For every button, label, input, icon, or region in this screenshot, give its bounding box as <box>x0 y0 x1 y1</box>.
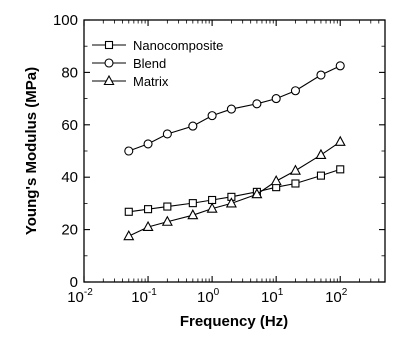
legend: Nanocomposite Blend Matrix <box>92 38 223 89</box>
legend-marker-nanocomposite <box>104 40 114 50</box>
data-point-matrix <box>187 209 199 220</box>
x-tick-label: 100 <box>197 287 220 306</box>
legend-label-matrix: Matrix <box>133 74 169 89</box>
data-point-matrix <box>161 215 173 226</box>
x-tick-exponent: 2 <box>342 287 348 298</box>
y-tick-label: 40 <box>61 169 78 186</box>
x-tick-base: 10 <box>67 289 84 306</box>
data-point-matrix <box>142 220 154 232</box>
y-tick-label: 60 <box>61 117 78 134</box>
series-layer <box>123 61 346 241</box>
x-tick-base: 10 <box>197 289 214 306</box>
y-tick-label: 0 <box>70 274 78 291</box>
data-point-matrix <box>334 135 346 146</box>
data-point-blend <box>162 129 172 139</box>
data-point-blend <box>207 111 217 121</box>
y-tick-label: 80 <box>61 64 78 81</box>
data-point-nanocomposite <box>316 171 325 180</box>
x-tick-exponent: 0 <box>214 287 220 298</box>
y-tick-label: 20 <box>61 222 78 239</box>
x-tick-exponent: 1 <box>278 287 284 298</box>
data-point-blend <box>188 121 198 131</box>
legend-marker-matrix <box>103 74 115 86</box>
data-point-matrix <box>270 174 282 186</box>
x-tick-exponent: -1 <box>148 287 157 298</box>
data-point-blend <box>335 61 345 71</box>
data-point-matrix <box>225 197 237 208</box>
data-point-blend <box>143 139 153 149</box>
data-point-nanocomposite <box>144 205 153 214</box>
data-point-matrix <box>315 148 327 159</box>
data-point-matrix <box>123 229 135 241</box>
data-point-nanocomposite <box>188 199 197 208</box>
x-tick-label: 10-2 <box>67 287 93 306</box>
data-point-nanocomposite <box>336 165 345 174</box>
x-tick-base: 10 <box>261 289 278 306</box>
data-point-blend <box>316 70 326 80</box>
series-line-matrix <box>128 141 341 237</box>
x-tick-label: 10-1 <box>131 287 157 306</box>
data-point-matrix <box>251 188 263 199</box>
x-axis-title: Frequency (Hz) <box>180 313 288 330</box>
data-point-nanocomposite <box>124 207 133 216</box>
data-point-nanocomposite <box>291 179 300 188</box>
x-tick-base: 10 <box>325 289 342 306</box>
y-tick-label: 100 <box>53 12 78 29</box>
legend-label-blend: Blend <box>133 56 166 71</box>
x-tick-exponent: -2 <box>84 287 93 298</box>
x-tick-label: 101 <box>261 287 284 306</box>
data-point-blend <box>226 104 236 114</box>
data-point-blend <box>271 94 281 104</box>
legend-label-nanocomposite: Nanocomposite <box>133 38 223 53</box>
legend-marker-blend <box>104 58 114 68</box>
data-point-nanocomposite <box>163 202 172 211</box>
data-point-matrix <box>289 164 301 175</box>
data-point-blend <box>290 86 301 96</box>
data-point-blend <box>124 146 134 156</box>
y-axis-title: Young's Modulus (MPa) <box>23 67 40 235</box>
x-tick-label: 102 <box>325 287 348 306</box>
data-point-nanocomposite <box>208 195 217 205</box>
x-tick-base: 10 <box>131 289 148 306</box>
data-point-blend <box>252 99 262 109</box>
data-point-matrix <box>206 202 218 213</box>
plot-frame <box>83 19 386 283</box>
